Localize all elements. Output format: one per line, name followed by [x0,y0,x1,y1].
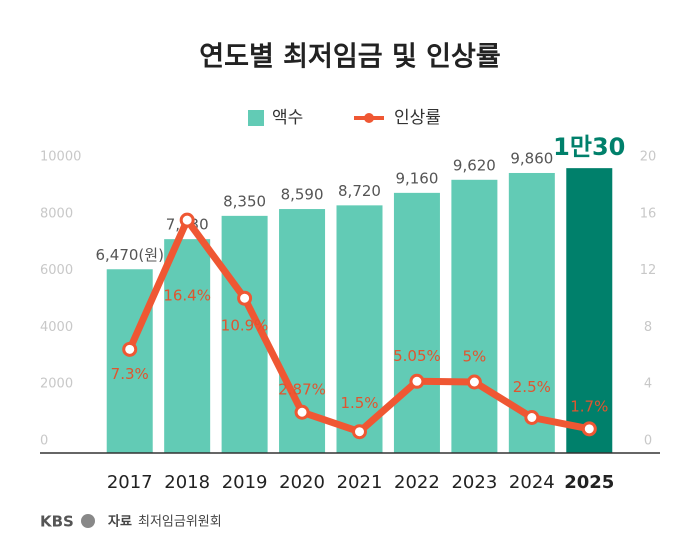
line-point [524,410,540,425]
legend-label: 액수 [272,108,303,128]
y2-tick-label: 0 [644,434,652,449]
legend-swatch [364,113,374,123]
bar [106,269,153,453]
bar-value-label: 1만30 [553,133,625,161]
y-tick-label: 6000 [40,263,73,278]
bar [164,239,211,453]
line-value-label: 7.3% [111,365,149,383]
logo-mark [81,514,95,528]
bar-value-label: 9,860 [510,149,553,167]
bar-value-label: 9,160 [395,169,438,187]
y-tick-label: 0 [40,434,48,449]
y2-tick-label: 12 [640,263,657,278]
line-value-label: 1.5% [340,394,378,412]
line-value-label: 2.87% [278,381,326,399]
x-tick-label: 2017 [107,472,153,493]
x-tick-label: 2023 [451,472,497,493]
source-label: 자료 [108,515,132,530]
bar-value-label: 8,350 [223,192,266,210]
x-tick-label: 2024 [509,472,555,493]
legend-label: 인상률 [394,108,441,128]
y-tick-label: 8000 [40,206,73,221]
bar-value-label: 8,590 [281,186,324,204]
bar [336,205,383,453]
line-value-label: 10.9% [221,317,269,335]
legend-swatch [248,110,264,126]
y2-tick-label: 8 [644,320,652,335]
source-text: 최저임금위원회 [138,515,222,530]
y2-tick-label: 20 [640,150,657,165]
y2-tick-label: 4 [644,377,652,392]
line-point [122,341,138,357]
line-point [179,212,195,228]
x-tick-label: 2025 [564,472,614,493]
y-tick-label: 10000 [40,150,81,165]
bar [451,179,498,454]
x-tick-label: 2021 [337,472,383,493]
x-tick-label: 2018 [164,472,210,493]
line-point [581,421,597,437]
y-tick-label: 2000 [40,377,73,392]
line-point [294,404,310,420]
line-point [466,374,482,390]
bar-value-label: 6,470(원) [95,246,163,264]
bar-value-label: 8,720 [338,182,381,200]
bar-value-label: 9,620 [453,156,496,174]
line-value-label: 2.5% [513,378,551,396]
bar [566,168,613,453]
line-point [352,424,367,440]
line-value-label: 16.4% [163,287,211,305]
line-value-label: 5.05% [393,347,441,365]
line-value-label: 1.7% [570,397,608,415]
chart-title: 연도별 최저임금 및 인상률 [199,42,500,73]
x-tick-label: 2022 [394,472,440,493]
y2-tick-label: 16 [640,206,657,221]
x-tick-label: 2020 [279,472,325,493]
line-value-label: 5% [462,348,486,366]
line-point [409,373,425,389]
source-logo: KBS [40,513,74,531]
y-tick-label: 4000 [40,320,73,335]
line-point [237,290,253,306]
x-tick-label: 2019 [222,472,268,493]
bar [393,192,440,453]
